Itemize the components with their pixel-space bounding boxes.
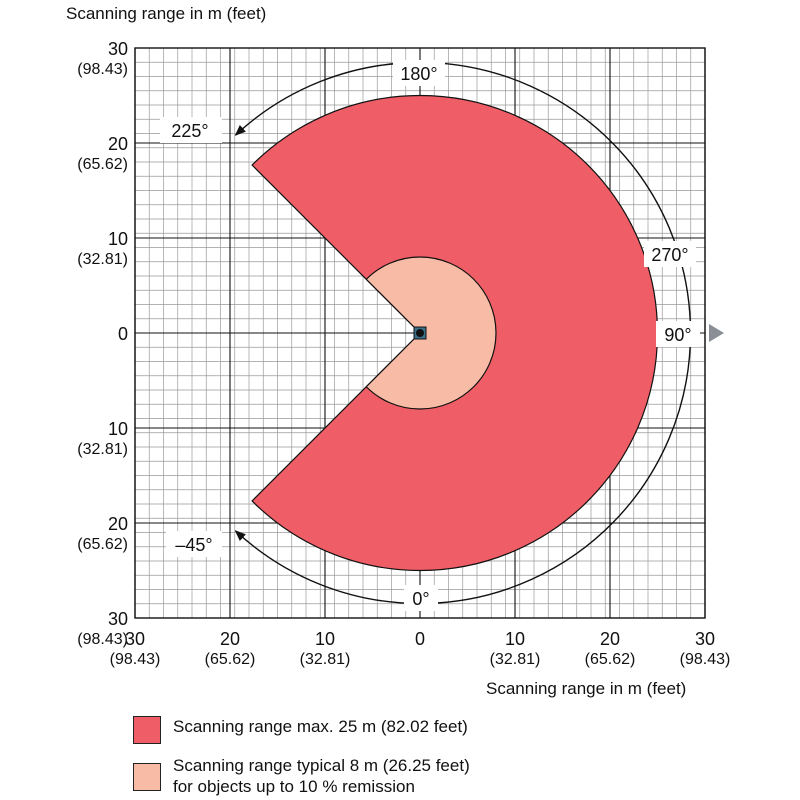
y-tick-label-feet: (65.62) xyxy=(77,536,128,553)
angle-225-text: 225° xyxy=(171,121,208,141)
legend-label-typical-line1: Scanning range typical 8 m (26.25 feet) xyxy=(173,756,470,775)
angle-label-270: 270° xyxy=(644,241,696,267)
legend-label-typical-line2: for objects up to 10 % remission xyxy=(173,777,415,796)
y-tick-label-feet: (65.62) xyxy=(77,156,128,173)
y-tick-label-feet: (32.81) xyxy=(77,441,128,458)
angle-90-text: 90° xyxy=(664,325,691,345)
x-tick-label-meters: 30 xyxy=(125,629,145,649)
y-axis-title: Scanning range in m (feet) xyxy=(66,4,267,23)
y-tick-label-meters: 30 xyxy=(108,609,128,629)
x-tick-label-feet: (32.81) xyxy=(490,651,541,668)
angle-270-text: 270° xyxy=(651,245,688,265)
y-tick-label-feet: (32.81) xyxy=(77,251,128,268)
x-axis-title: Scanning range in m (feet) xyxy=(486,679,687,698)
x-tick-label-feet: (65.62) xyxy=(585,651,636,668)
x-tick-label-feet: (98.43) xyxy=(680,651,731,668)
typical-range-sector xyxy=(365,256,497,410)
x-tick-label-feet: (98.43) xyxy=(110,651,161,668)
y-tick-label-meters: 0 xyxy=(118,324,128,344)
angle-180-text: 180° xyxy=(400,64,437,84)
legend-item-max-range: Scanning range max. 25 m (82.02 feet) xyxy=(133,716,468,744)
angle-label-minus45: –45° xyxy=(166,531,222,557)
y-tick-label-meters: 20 xyxy=(108,514,128,534)
scan-direction-arrow-icon xyxy=(709,324,724,342)
legend-item-typical-range: Scanning range typical 8 m (26.25 feet) … xyxy=(133,755,470,797)
angle-label-180: 180° xyxy=(393,60,445,86)
x-axis-ticks: 30 (98.43) 20 (65.62) 10 (32.81) 0 10 (32.81) 20 (… xyxy=(110,629,731,668)
x-tick-label-feet: (32.81) xyxy=(300,651,351,668)
y-tick-label-meters: 30 xyxy=(108,39,128,59)
legend-swatch-typical xyxy=(133,763,161,791)
y-axis-ticks: 30 (98.43) 20 (65.62) 10 (32.81) 0 10 (32.81) 20 (… xyxy=(77,39,128,648)
angle-label-0: 0° xyxy=(404,585,438,611)
x-tick-label-meters: 30 xyxy=(695,629,715,649)
scanner-sensor xyxy=(413,326,427,340)
y-tick-label-feet: (98.43) xyxy=(77,61,128,78)
x-tick-label-meters: 20 xyxy=(220,629,240,649)
x-tick-label-meters: 20 xyxy=(600,629,620,649)
legend-label-typical: Scanning range typical 8 m (26.25 feet) … xyxy=(173,755,470,797)
y-tick-label-meters: 10 xyxy=(108,229,128,249)
x-tick-label-meters: 10 xyxy=(315,629,335,649)
plot-border xyxy=(134,47,706,619)
y-tick-label-meters: 20 xyxy=(108,134,128,154)
y-tick-label-feet: (98.43) xyxy=(77,631,128,648)
angle-0-text: 0° xyxy=(412,589,429,609)
angle-minus45-text: –45° xyxy=(175,535,212,555)
legend-swatch-max xyxy=(133,716,161,744)
legend-label-max: Scanning range max. 25 m (82.02 feet) xyxy=(173,717,468,736)
x-tick-label-meters: 0 xyxy=(415,629,425,649)
y-tick-label-meters: 10 xyxy=(108,419,128,439)
x-tick-label-feet: (65.62) xyxy=(205,651,256,668)
sensor-lens xyxy=(416,329,424,337)
angle-label-90: 90° xyxy=(656,321,700,347)
angle-label-225: 225° xyxy=(160,117,222,143)
x-tick-label-meters: 10 xyxy=(505,629,525,649)
angle-labels: 180° 225° 270° 90° 0° –45° xyxy=(160,60,700,611)
